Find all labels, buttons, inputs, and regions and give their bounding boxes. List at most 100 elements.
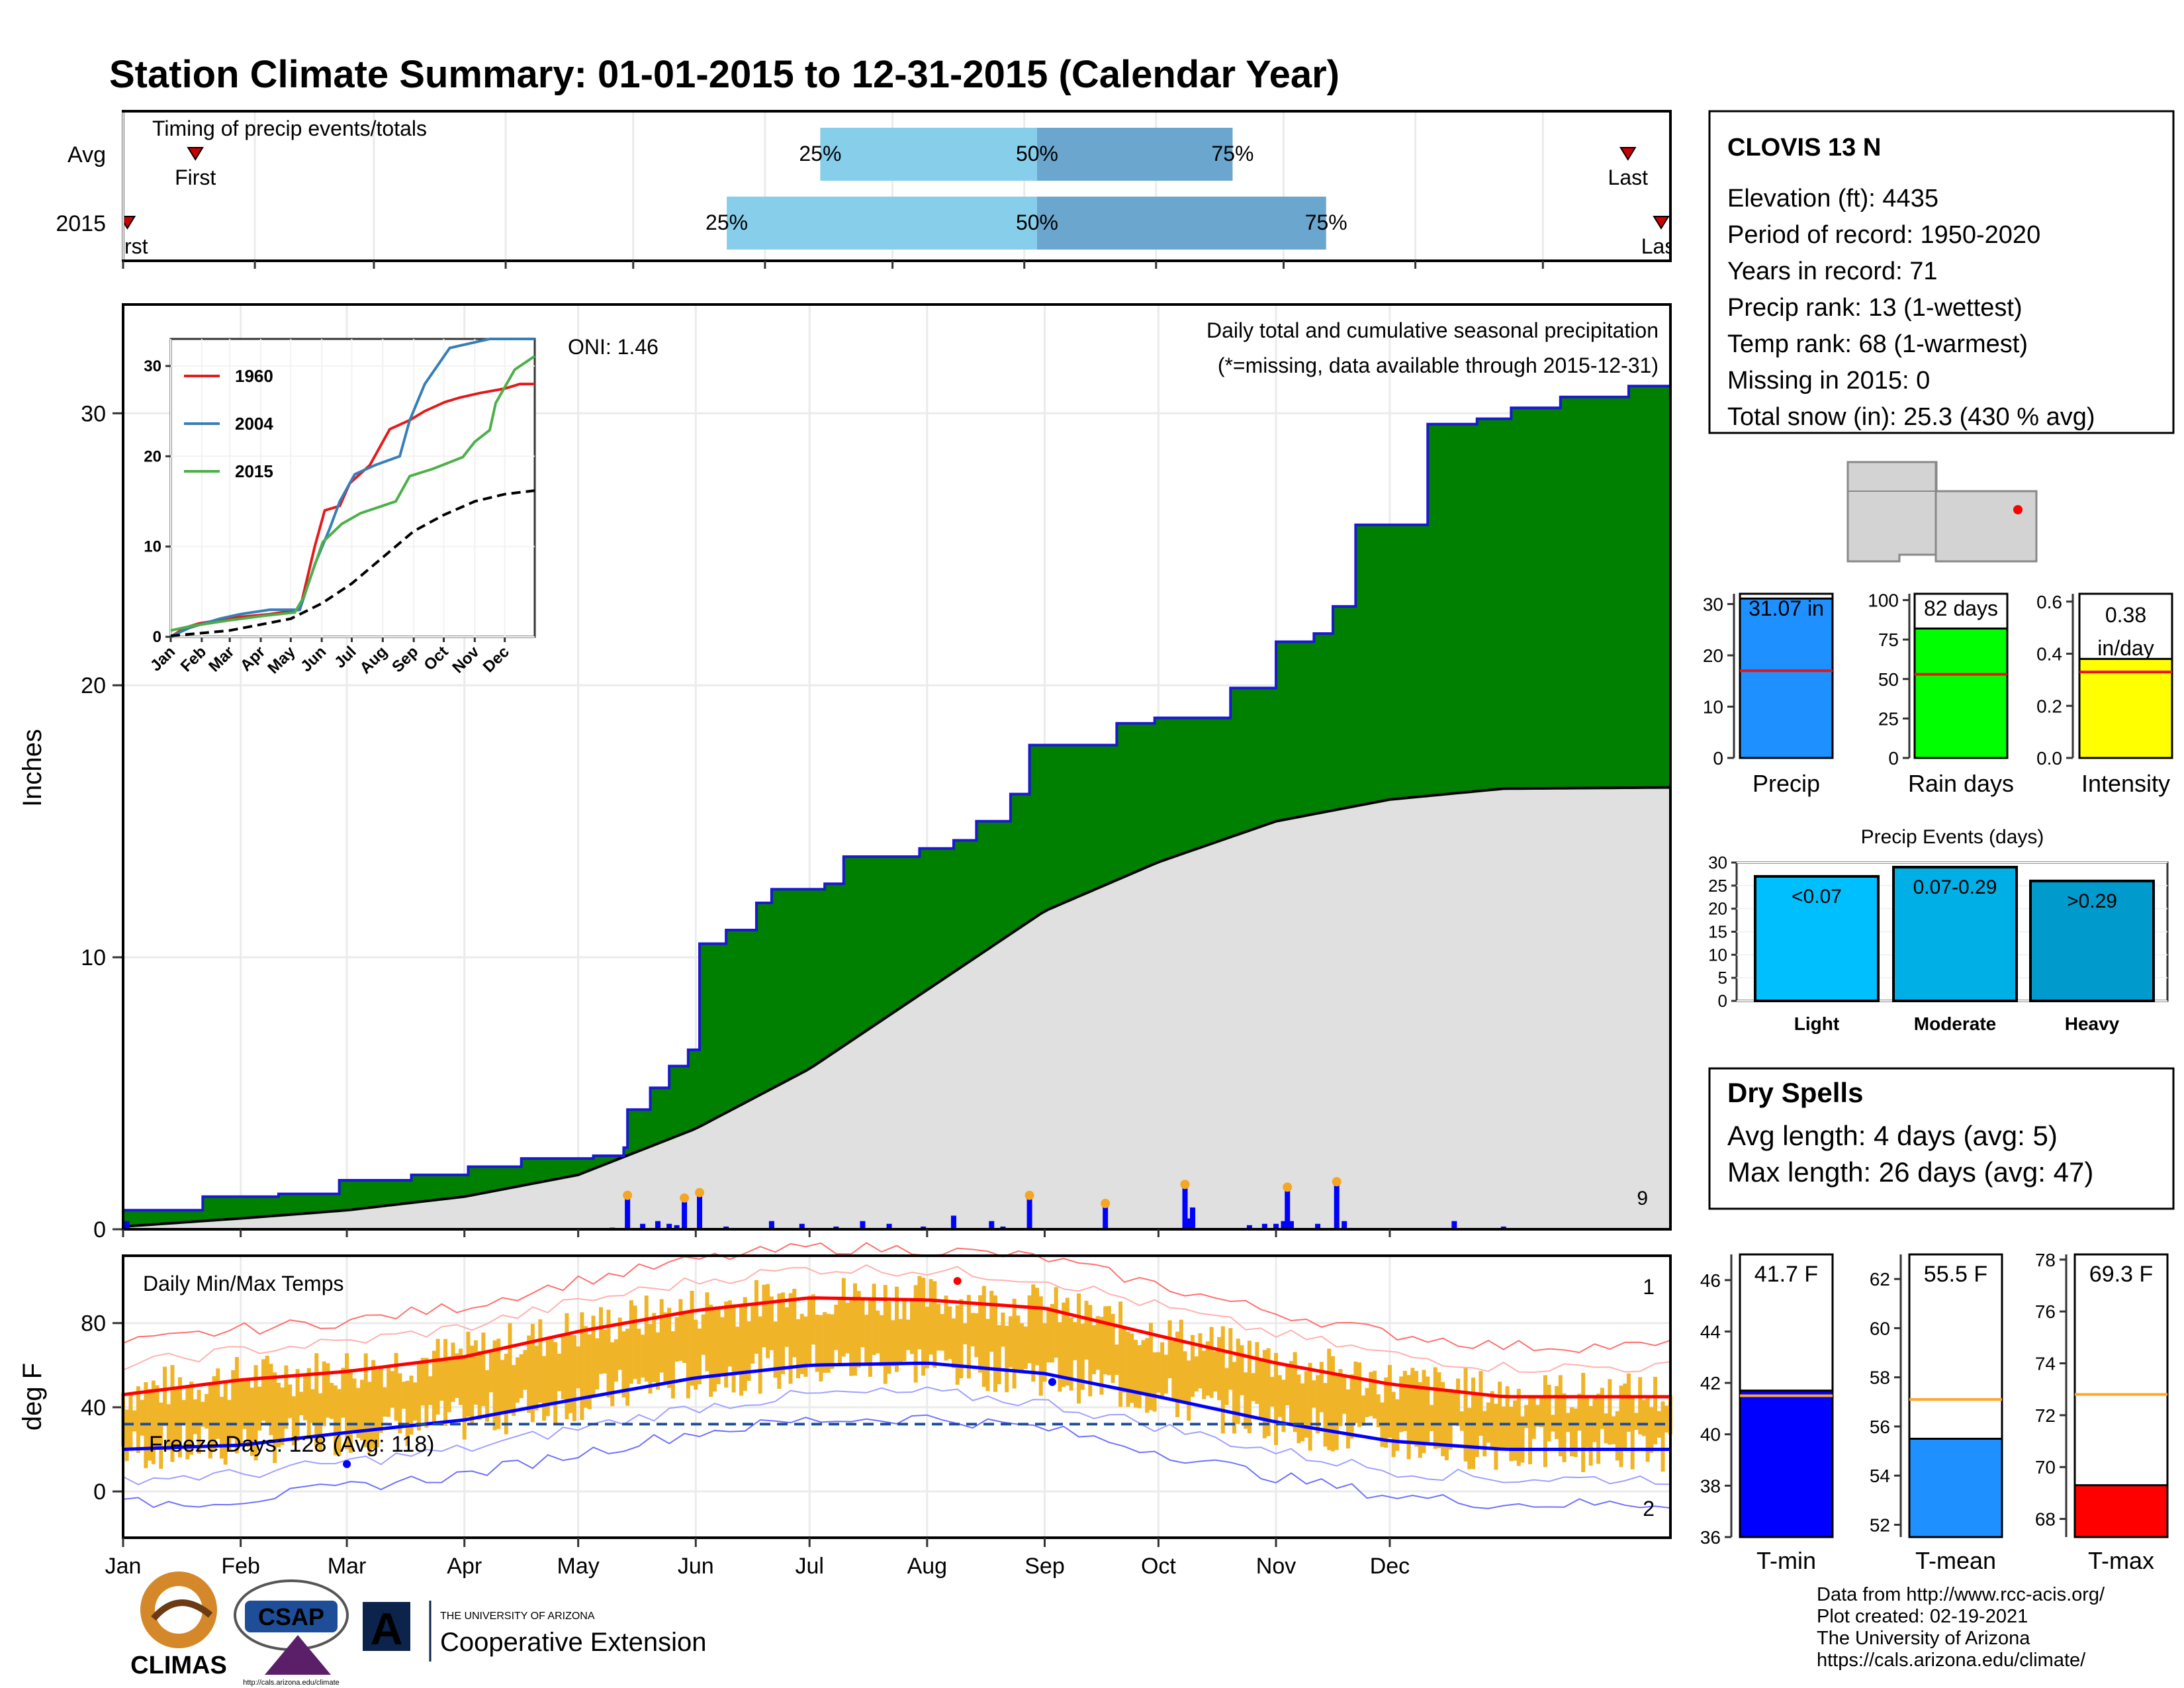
precip-y-label: Inches — [18, 729, 47, 807]
daily-temp-bar — [337, 1389, 341, 1456]
daily-temp-bar — [1020, 1323, 1024, 1372]
daily-temp-bar — [849, 1297, 854, 1376]
daily-temp-bar — [902, 1299, 907, 1362]
mini-tick-label-2-0: 0.0 — [2036, 748, 2062, 769]
daily-temp-bar — [534, 1345, 539, 1411]
daily-temp-bar — [1069, 1317, 1073, 1391]
daily-temp-bar — [326, 1363, 330, 1418]
daily-temp-bar — [602, 1330, 607, 1374]
daily-temp-bar — [383, 1387, 387, 1417]
daily-temp-bar — [1054, 1287, 1058, 1358]
daily-temp-bar — [731, 1304, 736, 1393]
mini-tick-label-1-2: 50 — [1878, 669, 1899, 690]
daily-temp-bar — [978, 1295, 983, 1373]
daily-temp-bar — [216, 1368, 220, 1439]
daily-temp-bar — [1535, 1405, 1540, 1427]
station-line-6: Total snow (in): 25.3 (430 % avg) — [1727, 403, 2095, 431]
daily-temp-bar — [314, 1353, 319, 1447]
precip-y-tick-label-3: 30 — [81, 401, 106, 426]
dry-spells-max: Max length: 26 days (avg: 47) — [1727, 1156, 2093, 1188]
daily-temp-bar — [1581, 1372, 1586, 1472]
dry-spells-avg: Avg length: 4 days (avg: 5) — [1727, 1120, 2058, 1151]
daily-temp-bar — [777, 1293, 782, 1389]
daily-temp-bar — [1122, 1327, 1126, 1393]
temp-bar-tick-label-2-5: 78 — [2035, 1250, 2056, 1270]
mini-bar-label-2: 0.38 — [2105, 603, 2146, 627]
daily-temp-bar — [1391, 1391, 1396, 1458]
mini-bar-label-1: 82 days — [1924, 596, 1998, 620]
daily-temp-bar — [1456, 1378, 1461, 1427]
daily-temp-bar — [762, 1284, 766, 1348]
daily-precip-marker — [1024, 1190, 1034, 1200]
mini-bar-label-0: 31.07 in — [1749, 596, 1824, 620]
inset-y-tick-label-0: 0 — [153, 628, 161, 646]
daily-temp-bar — [1262, 1350, 1267, 1438]
precip-label-2: (*=missing, data available through 2015-… — [1218, 353, 1659, 377]
events-tick-label-3: 15 — [1708, 922, 1727, 942]
daily-temp-bar — [1645, 1396, 1650, 1462]
daily-temp-bar — [591, 1315, 596, 1397]
daily-temp-bar — [1345, 1389, 1350, 1449]
events-tick-label-4: 20 — [1708, 899, 1727, 919]
daily-temp-bar — [197, 1389, 201, 1454]
daily-temp-bar — [151, 1380, 156, 1464]
daily-temp-bar — [1300, 1383, 1305, 1442]
inset-series-line-1 — [170, 338, 535, 638]
ua-logo-letter: A — [370, 1604, 402, 1654]
daily-temp-bar — [128, 1393, 133, 1449]
daily-temp-bar — [201, 1401, 205, 1427]
daily-temp-bar — [1001, 1312, 1005, 1347]
daily-temp-bar — [375, 1370, 379, 1448]
daily-precip-bar — [1103, 1205, 1109, 1229]
temp-bar-tick-label-1-5: 62 — [1870, 1269, 1890, 1289]
temp-bar-tick-label-1-0: 52 — [1870, 1515, 1890, 1535]
daily-precip-bar — [1246, 1225, 1252, 1229]
daily-temp-bar — [1531, 1395, 1536, 1439]
daily-precip-bar — [1000, 1226, 1006, 1229]
daily-precip-bar — [833, 1226, 839, 1229]
page-title: Station Climate Summary: 01-01-2015 to 1… — [109, 53, 1340, 96]
daily-temp-bar — [1626, 1373, 1631, 1432]
daily-temp-bar — [599, 1307, 604, 1374]
daily-temp-bar — [1426, 1376, 1430, 1442]
daily-temp-bar — [284, 1365, 289, 1429]
temp-bar-tick-label-2-0: 68 — [2035, 1509, 2056, 1530]
daily-temp-bar — [569, 1335, 573, 1413]
month-label-9: Oct — [1141, 1554, 1176, 1579]
mean-high-extreme-line — [122, 1264, 1671, 1373]
ua-logo-block-icon — [363, 1602, 410, 1651]
daily-temp-bar — [1524, 1405, 1529, 1429]
daily-temp-bar — [621, 1331, 626, 1398]
daily-temp-bar — [606, 1309, 611, 1398]
daily-temp-bar — [163, 1366, 167, 1427]
daily-temp-bar — [1475, 1393, 1479, 1458]
daily-temp-bar — [838, 1297, 842, 1364]
daily-temp-bar — [409, 1376, 414, 1435]
daily-temp-bar — [234, 1356, 239, 1454]
temp-bar-tick-label-1-3: 58 — [1870, 1368, 1890, 1388]
daily-temp-bar — [784, 1307, 789, 1347]
daily-temp-bar — [1327, 1348, 1332, 1450]
daily-temp-bar — [834, 1304, 839, 1350]
daily-temp-bar — [1035, 1288, 1040, 1366]
daily-temp-bar — [1202, 1350, 1206, 1399]
timing-bar-q25-q50-1 — [727, 197, 1037, 250]
daily-temp-bar — [1091, 1325, 1096, 1374]
ua-logo-big-text: Cooperative Extension — [440, 1628, 706, 1657]
daily-temp-bar — [1555, 1385, 1559, 1439]
station-line-2: Years in record: 71 — [1727, 258, 1938, 285]
daily-temp-bar — [841, 1278, 846, 1357]
daily-temp-bar — [610, 1342, 615, 1407]
daily-temp-bar — [1285, 1366, 1290, 1405]
record-high-count: 1 — [1643, 1275, 1655, 1299]
daily-temp-bar — [1558, 1375, 1563, 1456]
daily-temp-bar — [648, 1324, 653, 1394]
daily-precip-bar — [1182, 1186, 1188, 1229]
mini-bar-2 — [2078, 657, 2173, 759]
daily-temp-bar — [1516, 1389, 1521, 1466]
inset-y-tick-label-3: 30 — [144, 357, 161, 375]
daily-temp-bar — [435, 1338, 440, 1415]
daily-temp-bar — [909, 1300, 914, 1354]
daily-temp-bar — [1661, 1401, 1665, 1472]
